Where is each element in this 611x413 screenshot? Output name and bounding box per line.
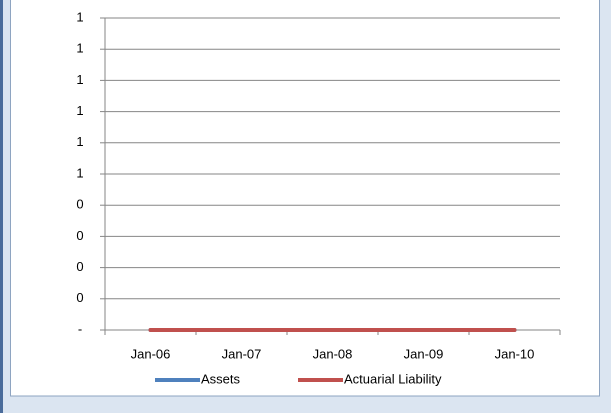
y-tick-label: 0 xyxy=(76,259,83,274)
y-tick-label: 1 xyxy=(76,165,83,180)
y-tick-label: 1 xyxy=(76,103,83,118)
x-tick-label: Jan-10 xyxy=(495,346,535,361)
y-tick-label: - xyxy=(78,321,82,336)
chart-panel xyxy=(10,0,600,397)
y-tick-label: 0 xyxy=(76,197,83,212)
left-edge xyxy=(0,0,3,413)
x-tick-label: Jan-06 xyxy=(131,346,171,361)
y-tick-label: 1 xyxy=(76,72,83,87)
legend-label: Assets xyxy=(201,371,241,386)
y-tick-label: 0 xyxy=(76,228,83,243)
y-tick-label: 1 xyxy=(76,41,83,56)
x-tick-label: Jan-09 xyxy=(404,346,444,361)
y-tick-label: 1 xyxy=(76,9,83,24)
y-tick-label: 0 xyxy=(76,290,83,305)
legend-label: Actuarial Liability xyxy=(344,371,442,386)
y-tick-label: 1 xyxy=(76,134,83,149)
x-tick-label: Jan-07 xyxy=(222,346,262,361)
x-tick-label: Jan-08 xyxy=(313,346,353,361)
